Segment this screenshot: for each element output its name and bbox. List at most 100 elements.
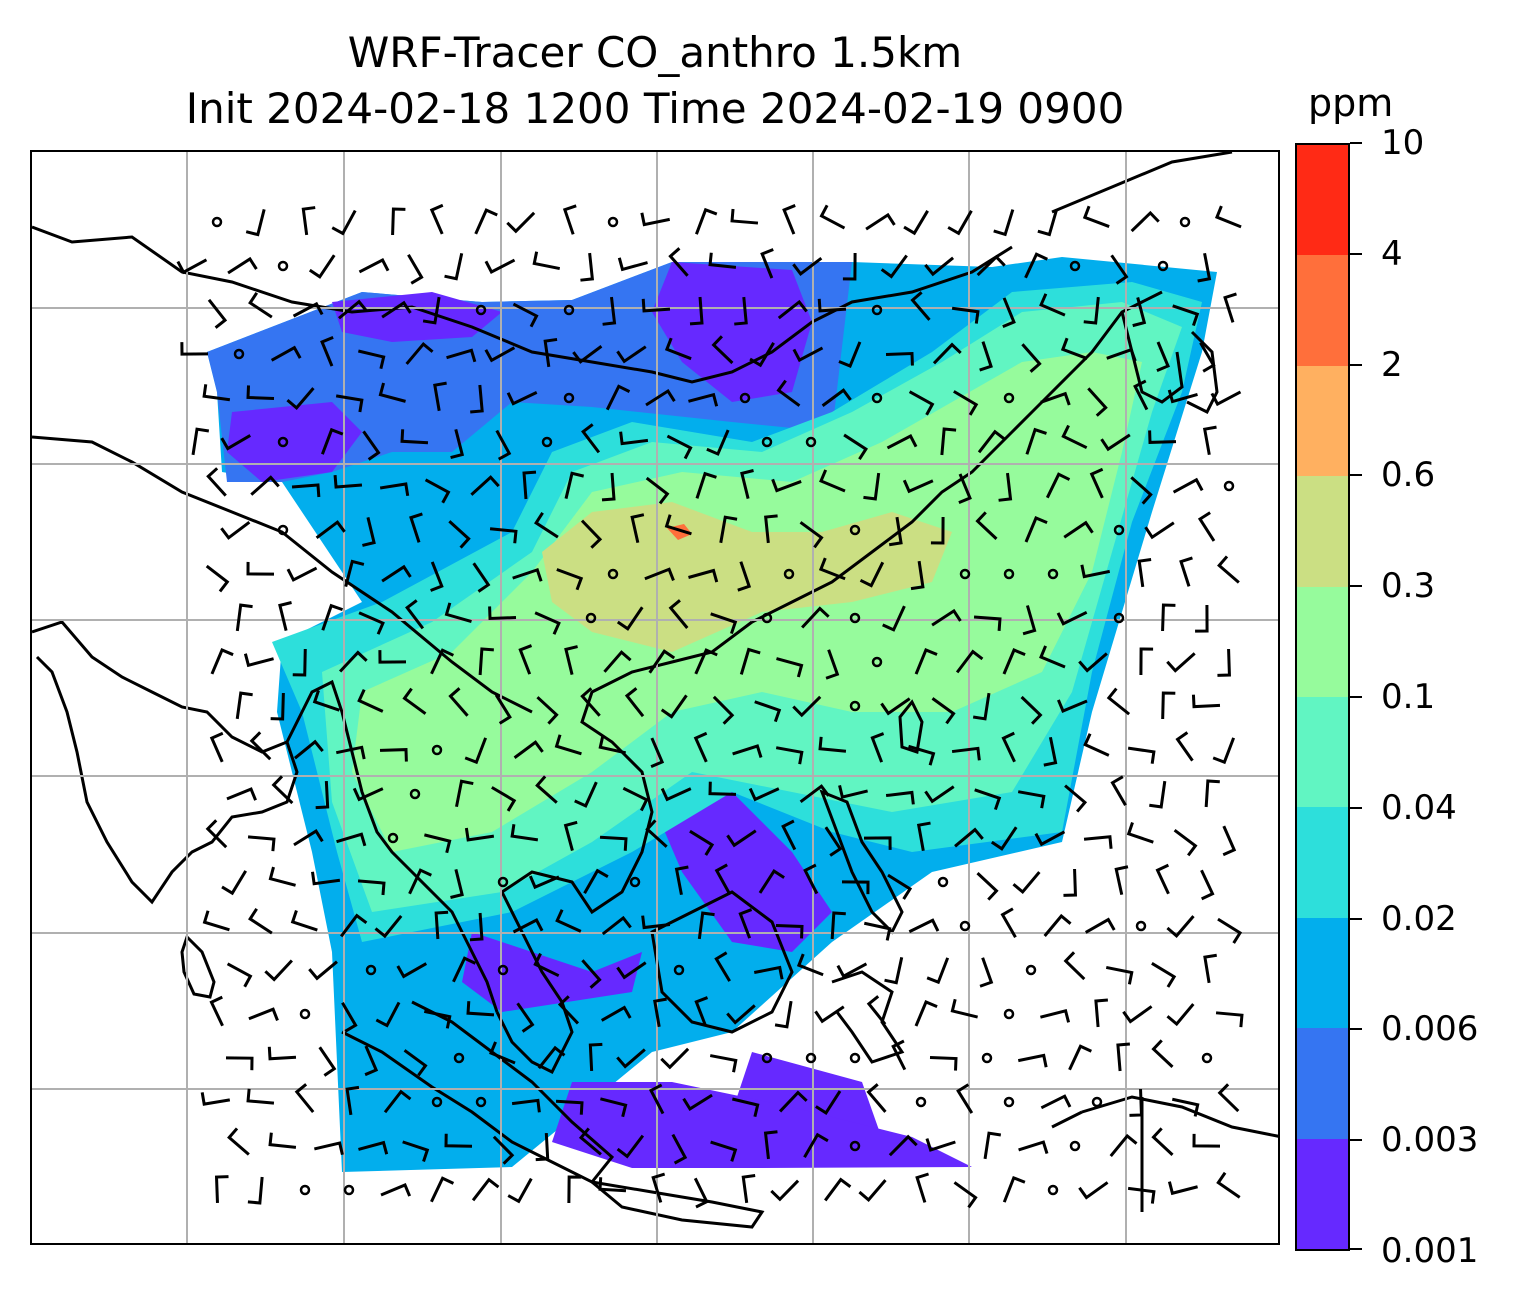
coastline-japan xyxy=(1186,330,1219,415)
calm-wind-marker xyxy=(849,1052,861,1064)
wind-barb xyxy=(402,687,427,715)
wind-barb xyxy=(740,469,754,499)
calm-wind-marker xyxy=(1047,1184,1059,1196)
wind-barb xyxy=(664,514,692,536)
wind-barb xyxy=(522,470,537,500)
wind-barb xyxy=(338,299,368,320)
wind-barb xyxy=(495,429,512,461)
wind-barb xyxy=(931,608,962,627)
wind-barb xyxy=(738,908,753,939)
wind-barb xyxy=(764,514,778,544)
wind-barb xyxy=(951,746,981,761)
wind-barb xyxy=(714,951,731,982)
wind-barb xyxy=(267,1046,297,1061)
wind-barb xyxy=(770,1179,800,1202)
wind-barb xyxy=(202,384,231,402)
wind-barb xyxy=(492,1135,515,1165)
wind-barb xyxy=(247,835,276,852)
wind-barb xyxy=(708,252,737,269)
wind-barb xyxy=(838,785,868,799)
wind-barb xyxy=(1161,691,1176,720)
wind-barb xyxy=(976,872,999,901)
wind-barb xyxy=(1100,433,1131,452)
wind-barb xyxy=(651,1172,666,1203)
wind-barb xyxy=(993,209,1015,237)
wind-barb xyxy=(653,997,667,1028)
wind-barb xyxy=(1063,951,1086,981)
wind-barb xyxy=(925,1138,956,1152)
wind-barb xyxy=(888,1134,918,1157)
wind-barb xyxy=(248,908,273,935)
wind-barb xyxy=(792,256,823,276)
wind-barb xyxy=(1017,1053,1048,1068)
calm-wind-marker xyxy=(1113,612,1125,624)
wind-barb xyxy=(556,568,584,591)
wind-barb xyxy=(469,912,484,942)
wind-barb xyxy=(209,731,224,763)
colorbar-tick-label: 0.001 xyxy=(1381,1231,1479,1271)
wind-barb xyxy=(270,692,285,721)
wind-barb xyxy=(1106,347,1137,362)
calm-wind-marker xyxy=(673,964,685,976)
wind-barb xyxy=(602,296,617,326)
wind-barb xyxy=(882,605,906,632)
wind-barb xyxy=(1043,913,1072,937)
wind-barb xyxy=(821,388,852,407)
colorbar xyxy=(1295,143,1350,1251)
wind-barb xyxy=(693,731,708,763)
wind-barb xyxy=(314,1141,344,1156)
wind-barb xyxy=(470,475,500,496)
calm-wind-marker xyxy=(761,436,773,448)
wind-barb xyxy=(379,748,408,762)
plot-title-line1: WRF-Tracer CO_anthro 1.5km xyxy=(347,28,963,77)
wind-barb xyxy=(210,648,234,675)
wind-barb xyxy=(381,564,412,583)
wind-barb xyxy=(506,211,536,234)
wind-barb xyxy=(484,258,516,274)
wind-barb xyxy=(710,612,738,635)
calm-wind-marker xyxy=(871,392,883,404)
wind-barb xyxy=(424,833,452,854)
wind-barb xyxy=(512,567,543,582)
wind-barb xyxy=(776,657,804,678)
wind-barb xyxy=(688,392,719,407)
wind-barb xyxy=(1039,645,1066,669)
wind-barb xyxy=(777,299,808,320)
wind-barb xyxy=(422,296,441,325)
wind-barb xyxy=(863,921,892,941)
wind-barb xyxy=(1148,430,1177,444)
wind-barb xyxy=(1057,699,1088,713)
wind-barb xyxy=(1021,343,1042,373)
lat-lon-gridlines xyxy=(32,152,1278,1243)
border-north xyxy=(32,225,1013,384)
wind-barb xyxy=(293,829,324,847)
wind-barb xyxy=(838,341,862,368)
wind-barb xyxy=(974,788,1002,811)
wind-barb xyxy=(616,606,644,631)
colorbar-tick-label: 0.1 xyxy=(1381,677,1436,717)
wind-barb xyxy=(489,1041,516,1065)
calm-wind-marker xyxy=(277,524,289,536)
wind-barb xyxy=(484,346,516,363)
calm-wind-marker xyxy=(761,612,773,624)
wind-barb xyxy=(695,207,718,235)
wind-barb xyxy=(1197,252,1212,283)
wind-barb xyxy=(880,697,911,716)
wind-barb xyxy=(380,1182,412,1197)
wind-barb xyxy=(1167,389,1198,404)
calm-wind-marker xyxy=(1003,1008,1015,1020)
wind-barb xyxy=(824,1177,852,1202)
wind-barb xyxy=(248,1007,279,1021)
wind-barb xyxy=(433,381,447,412)
wind-barb xyxy=(358,611,385,635)
wind-barb xyxy=(1040,1008,1071,1023)
wind-barb xyxy=(448,520,471,549)
wind-barb xyxy=(1161,603,1176,632)
wind-barb xyxy=(1137,557,1152,588)
wind-barb xyxy=(799,784,830,803)
field-band-001 xyxy=(332,292,502,342)
wind-barb xyxy=(308,960,338,981)
wind-barb xyxy=(1063,520,1094,539)
wind-barb xyxy=(734,296,748,326)
wind-barb xyxy=(924,785,955,804)
